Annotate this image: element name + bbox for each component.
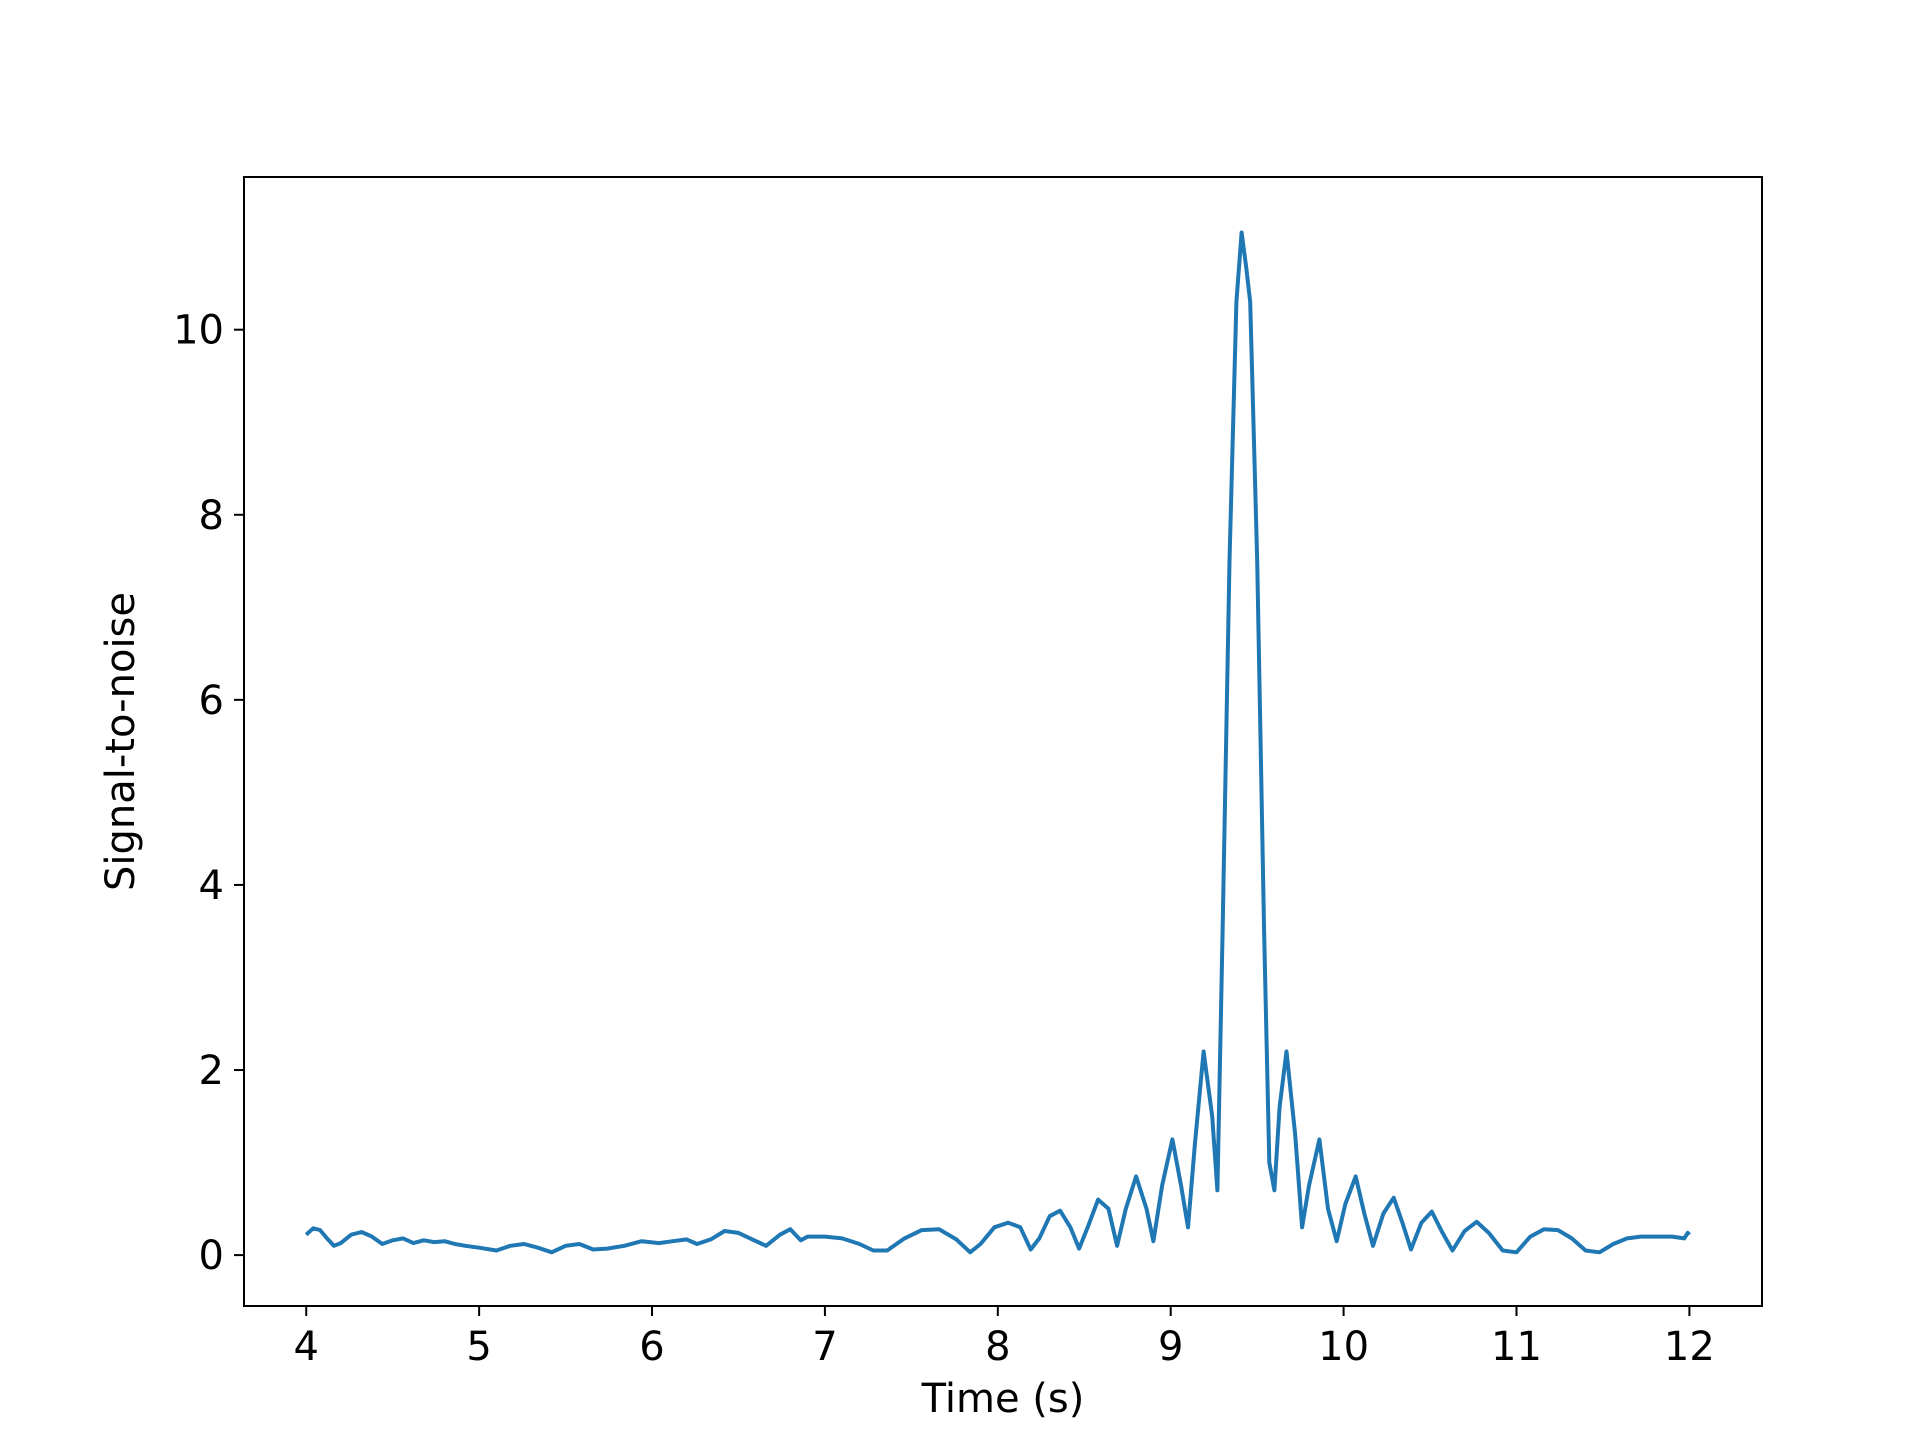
y-tick-label: 8 [199, 493, 224, 539]
y-tick-label: 0 [199, 1233, 224, 1279]
axes-frame [243, 176, 1763, 1307]
x-tick-label: 12 [1664, 1324, 1715, 1370]
axis-ticks: 4 5 6 7 8 9 10 11 12 0 2 4 6 8 10 [173, 308, 1715, 1370]
x-tick-label: 7 [812, 1324, 837, 1370]
x-tick-label: 8 [985, 1324, 1010, 1370]
y-tick-label: 4 [199, 863, 224, 909]
x-tick-label: 6 [639, 1324, 664, 1370]
y-axis-label: Signal-to-noise [98, 592, 144, 891]
y-tick-label: 6 [199, 678, 224, 724]
x-tick-label: 11 [1491, 1324, 1542, 1370]
x-axis-label: Time (s) [921, 1376, 1085, 1422]
x-tick-label: 9 [1158, 1324, 1183, 1370]
x-tick-label: 5 [466, 1324, 491, 1370]
y-tick-label: 2 [199, 1048, 224, 1094]
y-tick-label: 10 [173, 308, 224, 354]
x-tick-label: 4 [294, 1324, 319, 1370]
plot-area [304, 230, 1691, 1255]
series-line-0 [304, 230, 1691, 1255]
x-tick-label: 10 [1318, 1324, 1369, 1370]
